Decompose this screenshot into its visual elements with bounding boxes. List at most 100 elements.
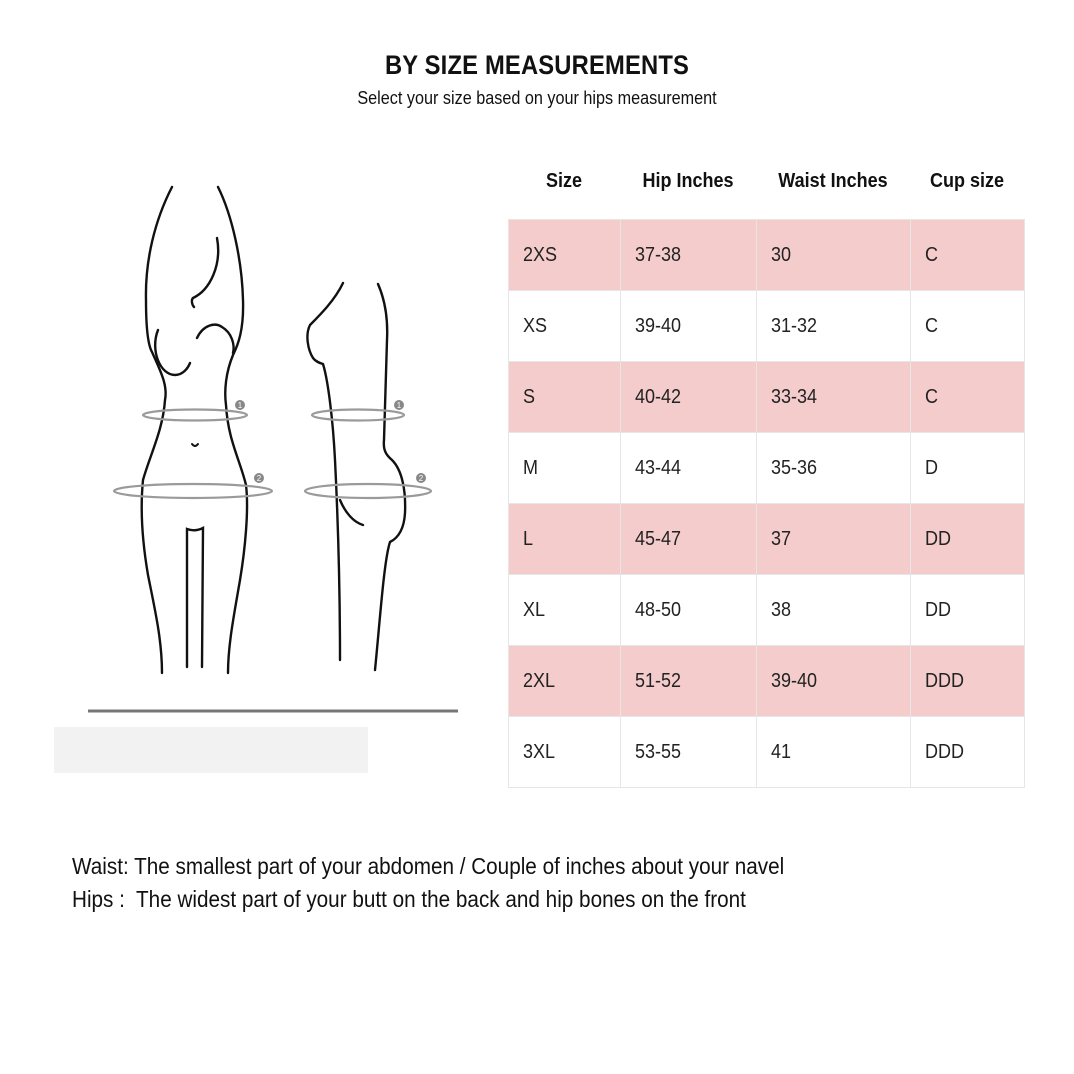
size-value: XS bbox=[523, 314, 548, 337]
cell-waist: 35-36 bbox=[756, 432, 911, 504]
front-navel bbox=[191, 443, 199, 447]
marker-1-label: 1 bbox=[397, 401, 402, 410]
size-value: XL bbox=[523, 598, 546, 621]
hip-value: 37-38 bbox=[635, 243, 682, 266]
cell-hip: 37-38 bbox=[620, 219, 757, 291]
front-hip-ring bbox=[112, 482, 274, 500]
cell-cup: DDD bbox=[910, 645, 1025, 717]
table-row: XS 39-40 31-32 C bbox=[508, 290, 1025, 362]
cell-hip: 40-42 bbox=[620, 361, 757, 433]
size-value: 2XL bbox=[523, 669, 556, 692]
waist-value: 35-36 bbox=[771, 456, 818, 479]
waist-value: 41 bbox=[771, 740, 792, 763]
cell-hip: 43-44 bbox=[620, 432, 757, 504]
table-row: 3XL 53-55 41 DDD bbox=[508, 716, 1025, 788]
cell-waist: 33-34 bbox=[756, 361, 911, 433]
hips-note: Hips : The widest part of your butt on t… bbox=[72, 886, 746, 912]
cell-size: 2XL bbox=[508, 645, 621, 717]
cup-value: DDD bbox=[925, 669, 965, 692]
cell-waist: 38 bbox=[756, 574, 911, 646]
hip-value: 43-44 bbox=[635, 456, 682, 479]
cell-size: S bbox=[508, 361, 621, 433]
marker-2-label: 2 bbox=[257, 474, 262, 483]
cup-value: C bbox=[925, 314, 939, 337]
waist-value: 38 bbox=[771, 598, 792, 621]
column-header-cup: Cup size bbox=[929, 170, 1005, 192]
cup-value: DD bbox=[925, 598, 952, 621]
measurement-notes: Waist: The smallest part of your abdomen… bbox=[72, 850, 784, 916]
page-subtitle: Select your size based on your hips meas… bbox=[357, 88, 717, 108]
waist-value: 39-40 bbox=[771, 669, 818, 692]
cell-waist: 39-40 bbox=[756, 645, 911, 717]
cup-value: DDD bbox=[925, 740, 965, 763]
cell-hip: 48-50 bbox=[620, 574, 757, 646]
cell-cup: DD bbox=[910, 574, 1025, 646]
size-value: L bbox=[523, 527, 534, 550]
cell-size: XL bbox=[508, 574, 621, 646]
cell-cup: C bbox=[910, 219, 1025, 291]
cup-value: C bbox=[925, 243, 939, 266]
cell-cup: D bbox=[910, 432, 1025, 504]
front-arm bbox=[190, 236, 220, 309]
cup-value: D bbox=[925, 456, 939, 479]
cup-value: C bbox=[925, 385, 939, 408]
hip-value: 45-47 bbox=[635, 527, 682, 550]
waist-value: 33-34 bbox=[771, 385, 818, 408]
front-waist-ring bbox=[141, 408, 249, 422]
marker-1-icon bbox=[235, 400, 245, 410]
front-body-left-outline bbox=[140, 185, 174, 675]
cell-size: M bbox=[508, 432, 621, 504]
hip-value: 51-52 bbox=[635, 669, 682, 692]
marker-2-label: 2 bbox=[419, 474, 424, 483]
cell-cup: DDD bbox=[910, 716, 1025, 788]
front-breast-left bbox=[153, 328, 192, 377]
marker-1-icon bbox=[394, 400, 404, 410]
front-body-right-outline bbox=[216, 185, 249, 675]
cell-waist: 30 bbox=[756, 219, 911, 291]
column-header-size: Size bbox=[545, 170, 583, 192]
table-row: XL 48-50 38 DD bbox=[508, 574, 1025, 646]
size-value: 2XS bbox=[523, 243, 558, 266]
marker-2-icon bbox=[254, 473, 264, 483]
marker-2-icon bbox=[416, 473, 426, 483]
cell-hip: 39-40 bbox=[620, 290, 757, 362]
column-header-waist: Waist Inches bbox=[778, 170, 888, 192]
side-arm-line bbox=[338, 498, 365, 527]
cell-cup: C bbox=[910, 290, 1025, 362]
cell-hip: 45-47 bbox=[620, 503, 757, 575]
waist-note: Waist: The smallest part of your abdomen… bbox=[72, 853, 785, 879]
placeholder-box bbox=[54, 727, 368, 773]
waist-value: 31-32 bbox=[771, 314, 818, 337]
size-value: 3XL bbox=[523, 740, 556, 763]
front-legs-gap bbox=[185, 526, 205, 669]
size-value: S bbox=[523, 385, 536, 408]
column-header-hip: Hip Inches bbox=[642, 170, 734, 192]
cell-size: L bbox=[508, 503, 621, 575]
table-row: L 45-47 37 DD bbox=[508, 503, 1025, 575]
cell-cup: C bbox=[910, 361, 1025, 433]
side-waist-ring bbox=[310, 408, 406, 422]
cup-value: DD bbox=[925, 527, 952, 550]
side-body-back-outline bbox=[373, 282, 407, 672]
side-body-front-outline bbox=[306, 281, 345, 662]
side-hip-ring bbox=[303, 482, 433, 500]
front-breast-right bbox=[195, 323, 235, 355]
cell-waist: 31-32 bbox=[756, 290, 911, 362]
hip-value: 48-50 bbox=[635, 598, 682, 621]
cell-size: 2XS bbox=[508, 219, 621, 291]
waist-value: 30 bbox=[771, 243, 792, 266]
table-row: 2XL 51-52 39-40 DDD bbox=[508, 645, 1025, 717]
cell-hip: 51-52 bbox=[620, 645, 757, 717]
cell-size: 3XL bbox=[508, 716, 621, 788]
hip-value: 40-42 bbox=[635, 385, 682, 408]
hip-value: 53-55 bbox=[635, 740, 682, 763]
table-row: M 43-44 35-36 D bbox=[508, 432, 1025, 504]
size-value: M bbox=[523, 456, 539, 479]
marker-1-label: 1 bbox=[238, 401, 243, 410]
cell-hip: 53-55 bbox=[620, 716, 757, 788]
cell-waist: 37 bbox=[756, 503, 911, 575]
table-row: S 40-42 33-34 C bbox=[508, 361, 1025, 433]
cell-waist: 41 bbox=[756, 716, 911, 788]
size-table: 2XS 37-38 30 C XS 39-40 31-32 C S 40-42 33-34 C M 43-… bbox=[508, 219, 1025, 788]
